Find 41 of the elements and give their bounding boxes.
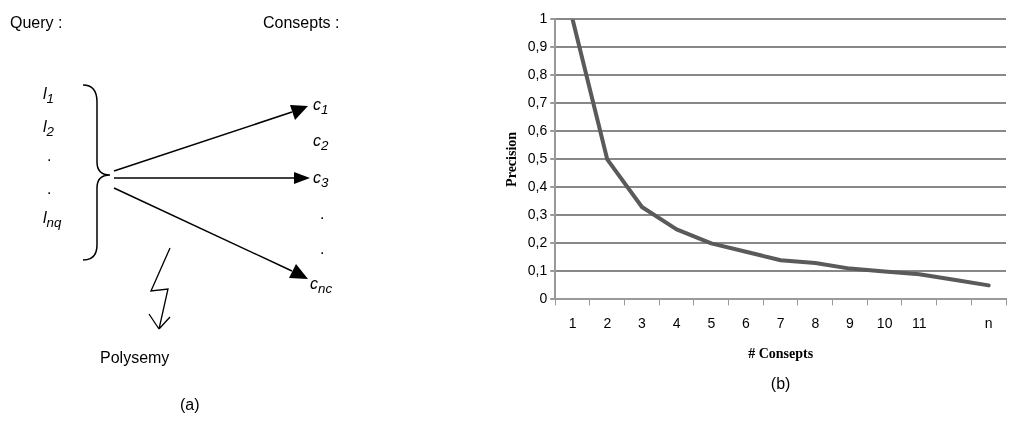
text: l$_{nq}$	[43, 209, 62, 231]
x-tick-label: 4	[672, 314, 681, 331]
text: c$_{3}$	[313, 169, 329, 191]
text: c$_{1}$	[313, 96, 329, 118]
x-tick-label: 1	[568, 314, 577, 331]
y-tick-label: 0,3	[527, 206, 548, 223]
y-tick-label: 1	[539, 10, 548, 27]
text: .	[320, 240, 325, 257]
x-tick-label: 10	[876, 314, 893, 331]
x-tick-label: n	[984, 314, 993, 331]
text: Consepts :	[263, 14, 340, 31]
text: l$_{2}$	[43, 118, 54, 140]
y-tick-label: 0,9	[527, 38, 548, 55]
text: (a)	[180, 396, 200, 413]
x-axis-title: # Consepts	[748, 346, 814, 362]
text: .	[47, 180, 52, 197]
text: (b)	[770, 375, 791, 392]
y-tick-label: 0,4	[527, 178, 548, 195]
y-tick-label: 0,5	[527, 150, 548, 167]
x-tick-label: 3	[638, 314, 647, 331]
text: Query :	[10, 14, 63, 31]
text: Polysemy	[100, 349, 170, 366]
y-tick-label: 0,1	[527, 262, 548, 279]
text: .	[320, 205, 325, 222]
text: .	[47, 147, 52, 164]
x-tick-label: 9	[846, 314, 855, 331]
text: c$_{2}$	[313, 132, 329, 154]
y-tick-label: 0,8	[527, 66, 548, 83]
x-tick-label: 11	[912, 314, 927, 331]
x-tick-label: 6	[742, 314, 751, 331]
y-tick-label: 0	[539, 290, 548, 307]
x-tick-label: 7	[776, 314, 785, 331]
x-tick-label: 2	[603, 314, 612, 331]
y-tick-label: 0,2	[527, 234, 548, 251]
text: c$_{nc}$	[310, 275, 333, 297]
y-tick-label: 0,6	[527, 122, 548, 139]
text: l$_{1}$	[43, 85, 54, 107]
y-tick-label: 0,7	[527, 94, 548, 111]
y-axis-title: Precision	[504, 131, 520, 187]
x-tick-label: 8	[811, 314, 820, 331]
x-tick-label: 5	[707, 314, 716, 331]
